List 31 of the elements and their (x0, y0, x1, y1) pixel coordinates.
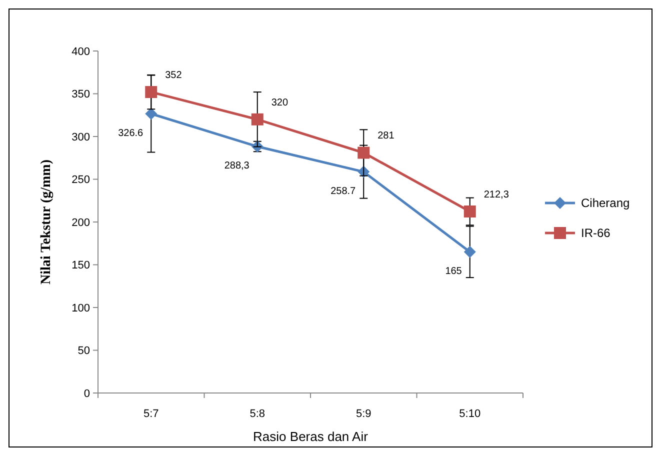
point (145, 86, 158, 98)
y-tick-label: 150 (72, 260, 90, 272)
point (464, 205, 476, 218)
point (251, 113, 264, 126)
x-tick-label: 5:8 (250, 408, 266, 420)
y-tick-label: 300 (72, 131, 90, 144)
legend-label: Ciherang (581, 196, 630, 210)
data-label: 281 (378, 130, 395, 142)
data-label: 326.6 (118, 128, 144, 139)
data-label: 288,3 (224, 160, 250, 172)
y-tick-label: 0 (84, 388, 90, 400)
x-tick-label: 5:10 (459, 408, 481, 420)
y-tick-label: 200 (72, 216, 90, 229)
y-tick-label: 50 (78, 345, 90, 358)
y-tick-label: 100 (72, 302, 90, 314)
data-label: 320 (271, 97, 288, 108)
data-label: 165 (445, 266, 462, 277)
y-tick-label: 400 (72, 46, 90, 58)
y-tick-label: 250 (72, 174, 90, 186)
point (464, 246, 476, 258)
y-tick-label: 350 (72, 88, 90, 101)
legend-label: IR-66 (581, 226, 611, 240)
point (145, 108, 158, 120)
x-axis-title: Rasio Beras dan Air (253, 429, 369, 444)
x-tick-label: 5:7 (143, 408, 159, 420)
data-label: 258.7 (330, 186, 356, 197)
point (358, 146, 370, 159)
data-label: 352 (165, 70, 182, 82)
data-label: 212,3 (484, 189, 510, 200)
x-tick-label: 5:9 (356, 408, 372, 420)
y-axis-title: Nilai Tekstur (g/mm) (39, 159, 54, 284)
